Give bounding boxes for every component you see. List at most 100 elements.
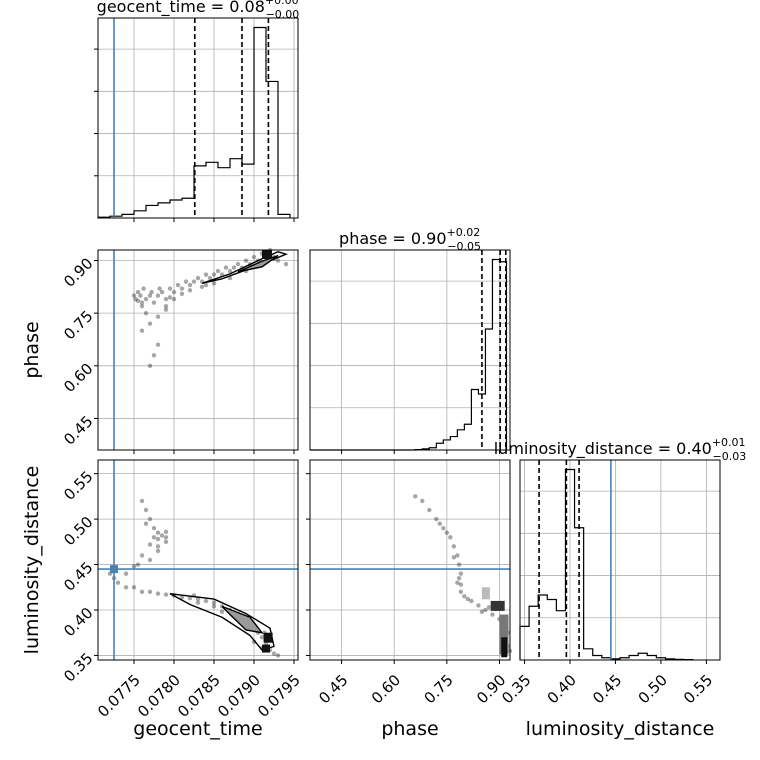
sample-point-29 <box>219 609 225 615</box>
sample-point-23 <box>203 272 209 277</box>
sample-point-2 <box>135 289 141 295</box>
y-tick-label-luminosity_distance-1: 0.40 <box>60 604 96 640</box>
sample-point-7 <box>147 293 153 298</box>
sample-point-25 <box>211 272 217 277</box>
sample-point-12 <box>159 289 165 295</box>
sample-point-6 <box>143 296 149 302</box>
sample-point-57 <box>199 284 205 290</box>
sample-point-52 <box>135 298 141 304</box>
title-luminosity_distance: luminosity_distance = 0.40+0.01 −0.03 <box>494 436 747 463</box>
histogram-phase: phase = 0.90+0.02 −0.05 <box>309 226 511 454</box>
sample-point-37 <box>155 544 161 549</box>
x-tick-label-geocent_time-2: 0.0785 <box>174 671 224 721</box>
x-axis-label-luminosity_distance: luminosity_distance <box>526 718 715 740</box>
y-tick-label-phase-2: 0.75 <box>60 307 96 343</box>
y-tick-label-luminosity_distance-4: 0.55 <box>60 467 96 503</box>
sample-point-64 <box>203 282 209 288</box>
x-tick-label-geocent_time-4: 0.0795 <box>254 671 304 721</box>
sample-point-49 <box>143 310 149 316</box>
sample-point-12 <box>462 594 467 599</box>
sample-point-3 <box>138 293 143 298</box>
histogram-geocent_time: geocent_time = 0.08+0.00 −0.00 <box>94 0 299 222</box>
x-tick-label-luminosity_distance-4: 0.55 <box>680 671 716 707</box>
sample-point-50 <box>155 314 161 319</box>
sample-point-46 <box>151 353 157 358</box>
sample-point-30 <box>458 582 464 587</box>
sample-point-54 <box>167 295 173 300</box>
x-tick-label-luminosity_distance-0: 0.35 <box>498 671 534 707</box>
sample-point-0 <box>413 494 418 499</box>
x-tick-label-geocent_time-1: 0.0780 <box>134 671 184 721</box>
sample-point-7 <box>455 553 460 558</box>
sample-point-47 <box>147 542 153 547</box>
sample-point-4 <box>131 585 137 590</box>
sample-point-33 <box>243 258 249 263</box>
title-phase: phase = 0.90+0.02 −0.05 <box>339 226 481 253</box>
sample-point-58 <box>211 281 217 286</box>
sample-point-24 <box>207 275 213 281</box>
sample-point-32 <box>479 609 485 615</box>
title-plus: +0.00 <box>265 0 299 7</box>
title-label: geocent_time = 0.08 <box>97 0 265 17</box>
sample-point-10 <box>179 595 185 600</box>
y-tick-label-phase-3: 0.90 <box>60 254 96 290</box>
sample-point-15 <box>171 289 177 295</box>
sample-point-17 <box>179 286 185 291</box>
sample-point-24 <box>271 651 277 656</box>
y-axis-label-phase: phase <box>21 321 43 378</box>
density-block-2 <box>499 614 509 655</box>
sample-point-11 <box>458 589 464 595</box>
density-peak-2 <box>262 644 270 653</box>
sample-point-13 <box>163 296 169 302</box>
y-tick-label-luminosity_distance-0: 0.35 <box>60 649 96 685</box>
panel-frame <box>97 459 299 661</box>
sample-point-35 <box>155 530 161 535</box>
sample-point-2 <box>115 580 121 585</box>
sample-point-47 <box>163 307 169 312</box>
sample-point-8 <box>163 592 169 597</box>
sample-point-53 <box>163 303 169 309</box>
sample-point-48 <box>155 536 161 542</box>
sample-point-28 <box>223 265 229 270</box>
sample-point-13 <box>469 598 474 604</box>
panel-frame <box>519 459 721 661</box>
sample-point-31 <box>235 261 241 267</box>
title-plus: +0.01 <box>712 436 746 449</box>
x-axis-label-phase: phase <box>381 718 438 740</box>
sample-point-31 <box>465 596 471 602</box>
sample-point-3 <box>123 585 129 590</box>
y-tick-label-luminosity_distance-3: 0.50 <box>60 513 96 549</box>
sample-point-27 <box>437 521 443 526</box>
sample-point-14 <box>476 603 481 608</box>
sample-point-9 <box>151 300 157 305</box>
title-minus: −0.05 <box>447 240 481 253</box>
sample-point-48 <box>147 363 153 368</box>
sample-point-25 <box>275 653 281 658</box>
sample-point-19 <box>187 282 193 288</box>
y-axis-label-luminosity_distance: luminosity_distance <box>21 466 43 655</box>
sample-point-15 <box>483 607 488 613</box>
sample-point-42 <box>283 261 289 267</box>
sample-point-7 <box>155 591 161 596</box>
sample-point-6 <box>147 589 153 595</box>
sample-point-2 <box>427 507 432 513</box>
sample-point-21 <box>259 635 265 640</box>
scatter-luminosity_distance-vs-phase <box>306 459 513 664</box>
sample-point-28 <box>451 555 457 560</box>
sample-point-8 <box>456 562 462 567</box>
sample-point-11 <box>157 286 162 291</box>
sample-point-40 <box>139 498 145 504</box>
sample-point-45 <box>155 342 161 347</box>
sample-point-53 <box>123 571 129 576</box>
density-block-3 <box>501 637 508 658</box>
sample-point-45 <box>139 553 145 558</box>
sample-point-11 <box>187 595 193 601</box>
histogram-step-phase <box>310 258 508 451</box>
x-tick-label-geocent_time-3: 0.0790 <box>214 671 264 721</box>
sample-point-20 <box>191 279 197 284</box>
contour-inner <box>221 605 264 634</box>
sample-point-12 <box>195 596 201 602</box>
sample-point-39 <box>143 507 149 513</box>
density-block-4 <box>481 587 490 600</box>
contour-inner <box>237 254 279 273</box>
